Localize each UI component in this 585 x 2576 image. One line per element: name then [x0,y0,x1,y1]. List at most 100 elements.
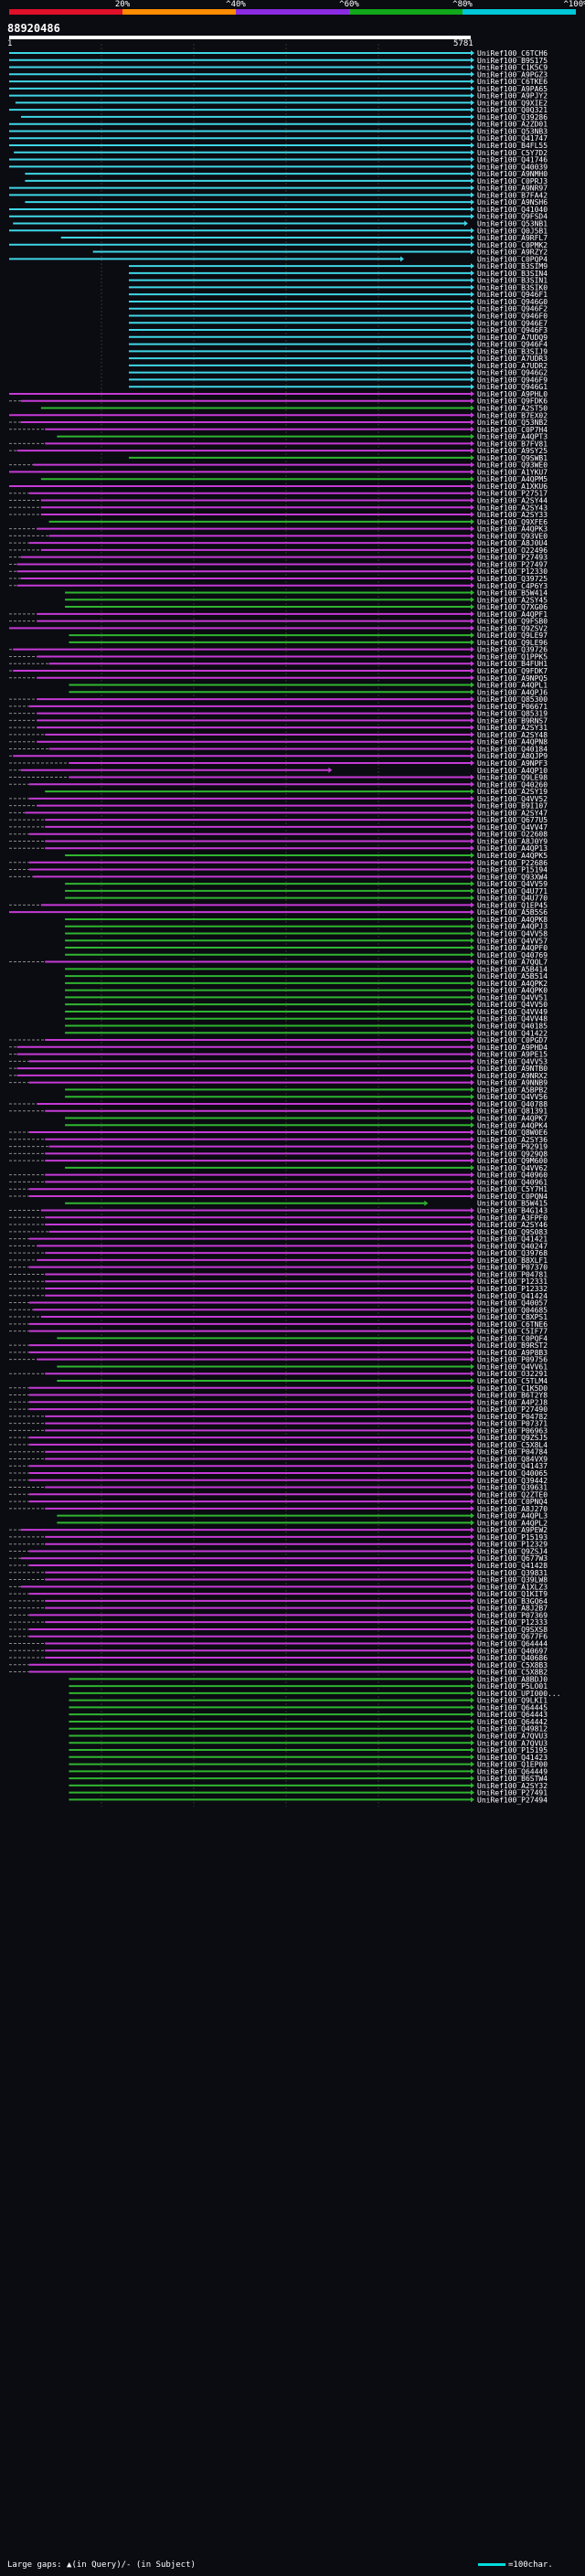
hit-row[interactable]: UniRef100_C6TNE6 [9,1320,548,1329]
hit-id-label[interactable]: UniRef100_A3FPF0 [477,1214,548,1222]
hit-id-label[interactable]: UniRef100_Q40961 [477,1178,548,1186]
hit-id-label[interactable]: UniRef100_Q40184 [477,745,548,753]
hit-id-label[interactable]: UniRef100_Q4VV62 [477,1164,548,1172]
hit-id-label[interactable]: UniRef100_A8J0Y9 [477,837,548,845]
hit-row[interactable]: UniRef100_Q53NB3 [9,127,548,135]
hit-id-label[interactable]: UniRef100_B3SIM9 [477,262,548,270]
hit-id-label[interactable]: UniRef100_A2SY44 [477,497,548,505]
hit-id-label[interactable]: UniRef100_A7UDR3 [477,355,548,363]
hit-row[interactable]: UniRef100_A9RFL7 [60,234,548,242]
hit-row[interactable]: UniRef100_A2SY47 [9,809,548,817]
hit-row[interactable]: UniRef100_C1K5D0 [9,1384,548,1393]
hit-id-label[interactable]: UniRef100_A9NNB9 [477,1079,548,1087]
hit-row[interactable]: UniRef100_A5BPB2 [65,1086,548,1094]
hit-row[interactable]: UniRef100_Q1EP45 [9,901,548,909]
hit-id-label[interactable]: UniRef100_A7QVU3 [477,1739,548,1747]
hit-row[interactable]: UniRef100_A7UDR3 [128,355,548,363]
hit-row[interactable]: UniRef100_O32291 [9,1370,548,1378]
hit-row[interactable]: UniRef100_Q677F6 [9,1633,548,1641]
hit-row[interactable]: UniRef100_Q946E7 [128,319,548,327]
hit-id-label[interactable]: UniRef100_A4QPK5 [477,852,548,860]
hit-id-label[interactable]: UniRef100_P06671 [477,703,548,711]
hit-id-label[interactable]: UniRef100_Q40960 [477,1171,548,1180]
hit-id-label[interactable]: UniRef100_A1XKU6 [477,482,548,491]
hit-id-label[interactable]: UniRef100_A8BDJ0 [477,1675,548,1683]
hit-row[interactable]: UniRef100_B7FV81 [9,440,548,448]
hit-id-label[interactable]: UniRef100_Q49812 [477,1725,548,1733]
hit-row[interactable]: UniRef100_C5X8L4 [9,1441,548,1449]
hit-row[interactable]: UniRef100_Q929Q8 [9,1150,548,1158]
hit-id-label[interactable]: UniRef100_Q84VX9 [477,1455,548,1463]
hit-row[interactable]: UniRef100_B3SIM9 [128,262,548,270]
hit-row[interactable]: UniRef100_B9RST2 [9,1341,548,1350]
hit-row[interactable]: UniRef100_P27493 [9,554,548,562]
hit-id-label[interactable]: UniRef100_A9PA65 [477,85,548,93]
hit-row[interactable]: UniRef100_Q40769 [65,951,548,959]
hit-id-label[interactable]: UniRef100_P04781 [477,1270,548,1278]
hit-id-label[interactable]: UniRef100_O22496 [477,546,548,555]
hit-id-label[interactable]: UniRef100_C5X8B3 [477,1661,548,1670]
hit-id-label[interactable]: UniRef100_C0PNQ4 [477,1498,548,1506]
hit-id-label[interactable]: UniRef100_C0PQF4 [477,1334,548,1342]
hit-id-label[interactable]: UniRef100_Q4VV59 [477,880,548,888]
hit-row[interactable]: UniRef100_Q8W0E6 [9,1129,548,1137]
hit-id-label[interactable]: UniRef100_Q946F2 [477,305,548,313]
hit-row[interactable]: UniRef100_P07370 [9,1264,548,1272]
hit-id-label[interactable]: UniRef100_A2SY48 [477,731,548,739]
hit-id-label[interactable]: UniRef100_Q8W0E6 [477,1129,548,1137]
hit-id-label[interactable]: UniRef100_P27493 [477,554,548,562]
hit-row[interactable]: UniRef100_A7UDQ9 [128,334,548,342]
hit-id-label[interactable]: UniRef100_C4P6Y3 [477,582,548,590]
hit-id-label[interactable]: UniRef100_B3SIN1 [477,277,548,285]
hit-row[interactable]: UniRef100_Q7XG06 [65,603,548,611]
hit-id-label[interactable]: UniRef100_Q93XW4 [477,873,548,881]
hit-id-label[interactable]: UniRef100_A9NRX2 [477,1072,548,1080]
hit-id-label[interactable]: UniRef100_A9NMH0 [477,170,548,178]
hit-row[interactable]: UniRef100_A9NR97 [9,185,548,193]
hit-id-label[interactable]: UniRef100_A4QPL2 [477,1519,548,1527]
hit-id-label[interactable]: UniRef100_C6TNE6 [477,1320,548,1329]
hit-id-label[interactable]: UniRef100_Q9LKI1 [477,1697,548,1705]
hit-row[interactable]: UniRef100_C0PGD7 [9,1036,548,1044]
hit-id-label[interactable]: UniRef100_Q9FSB0 [477,618,548,626]
hit-row[interactable]: UniRef100_A9PHL0 [9,390,548,398]
hit-id-label[interactable]: UniRef100_UPI000... [477,1690,561,1698]
hit-row[interactable]: UniRef100_Q9SXS8 [9,1626,548,1634]
hit-id-label[interactable]: UniRef100_A4P2J8 [477,1398,548,1406]
hit-row[interactable]: UniRef100_Q64443 [69,1711,548,1719]
hit-id-label[interactable]: UniRef100_Q40065 [477,1469,548,1478]
hit-id-label[interactable]: UniRef100_A7QVU3 [477,1732,548,1740]
hit-row[interactable]: UniRef100_C0PRJ3 [25,177,548,186]
hit-row[interactable]: UniRef100_A3FPF0 [9,1214,548,1222]
hit-row[interactable]: UniRef100_A4P2J8 [9,1398,548,1406]
hit-id-label[interactable]: UniRef100_Q41747 [477,134,548,143]
hit-id-label[interactable]: UniRef100_Q9LE97 [477,631,548,640]
hit-id-label[interactable]: UniRef100_A4QPK4 [477,1121,548,1129]
hit-id-label[interactable]: UniRef100_Q39726 [477,646,548,654]
hit-row[interactable]: UniRef100_B4FL55 [9,142,548,150]
hit-id-label[interactable]: UniRef100_Q9SWB1 [477,454,548,462]
hit-id-label[interactable]: UniRef100_Q4VV56 [477,1093,548,1101]
hit-id-label[interactable]: UniRef100_A2SY36 [477,1136,548,1144]
hit-row[interactable]: UniRef100_C5X8B3 [9,1661,548,1670]
hit-row[interactable]: UniRef100_P15195 [69,1746,548,1754]
hit-row[interactable]: UniRef100_B5W415 [65,1200,548,1208]
hit-row[interactable]: UniRef100_Q9LKI1 [69,1697,548,1705]
hit-id-label[interactable]: UniRef100_A2SY33 [477,511,548,519]
hit-row[interactable]: UniRef100_A9PA65 [9,85,548,93]
hit-row[interactable]: UniRef100_Q4VV53 [9,1057,548,1065]
hit-id-label[interactable]: UniRef100_Q41423 [477,1754,548,1762]
hit-row[interactable]: UniRef100_A4QPJ3 [65,923,548,931]
hit-id-label[interactable]: UniRef100_Q9ZSJ5 [477,1434,548,1442]
hit-id-label[interactable]: UniRef100_P27517 [477,490,548,498]
hit-row[interactable]: UniRef100_A9PEW2 [9,1526,548,1534]
hit-id-label[interactable]: UniRef100_A4QPK7 [477,1115,548,1123]
hit-row[interactable]: UniRef100_Q1KIT9 [9,1590,548,1598]
hit-row[interactable]: UniRef100_O22496 [9,546,548,555]
hit-id-label[interactable]: UniRef100_Q9S083 [477,1228,548,1236]
hit-row[interactable]: UniRef100_B3GQ64 [9,1597,548,1606]
hit-id-label[interactable]: UniRef100_C0PGD7 [477,1036,548,1044]
hit-row[interactable]: UniRef100_A8QJP9 [9,752,548,760]
hit-id-label[interactable]: UniRef100_A4QPL3 [477,1512,548,1521]
hit-id-label[interactable]: UniRef100_Q1PPK5 [477,652,548,661]
